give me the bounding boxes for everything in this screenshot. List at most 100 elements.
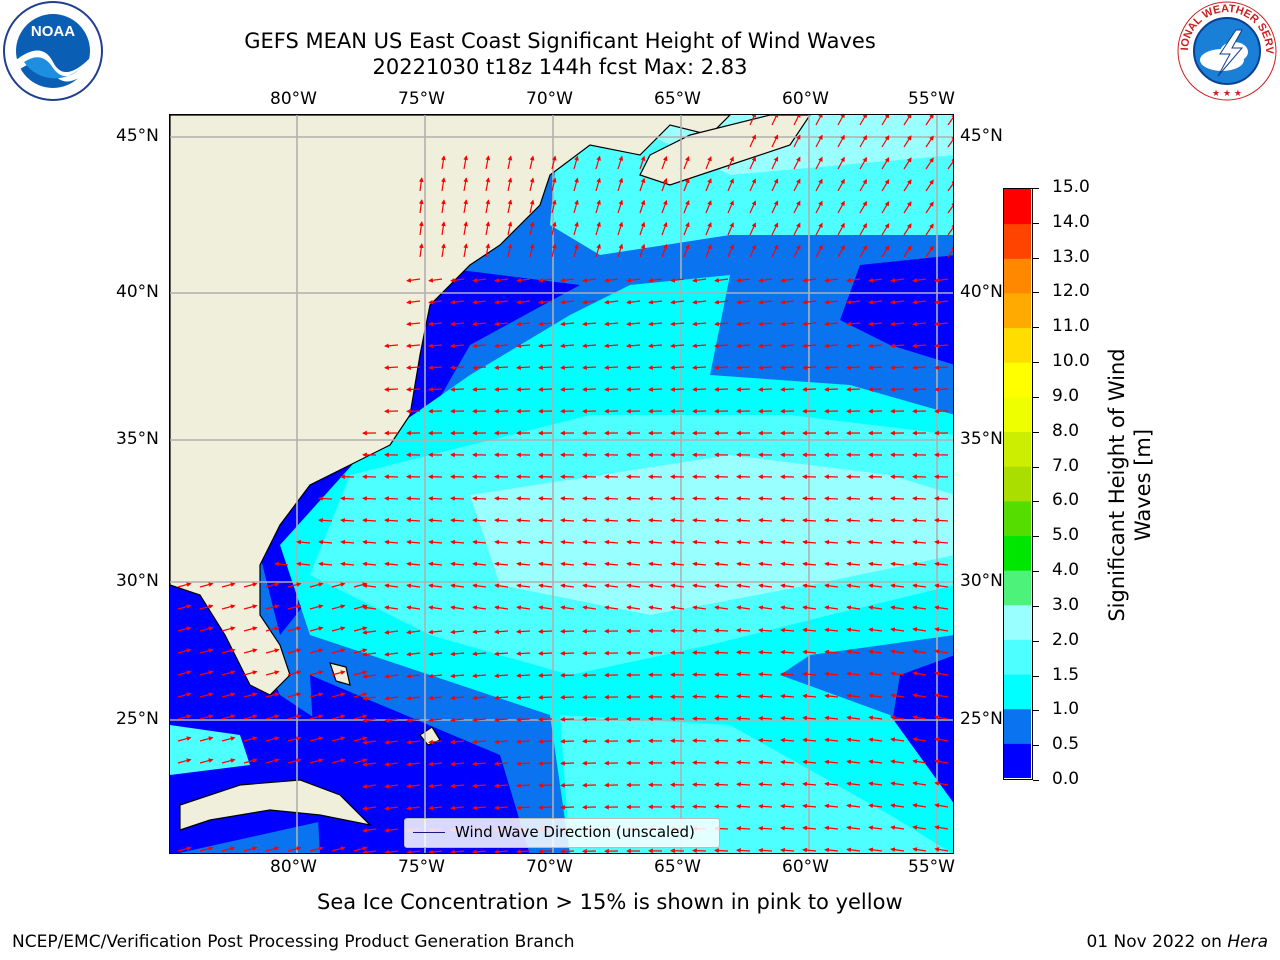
wave-arrow <box>494 651 509 657</box>
wave-arrow <box>868 387 883 392</box>
wave-arrow <box>406 343 421 349</box>
wave-arrow <box>573 243 579 258</box>
wave-arrow <box>560 628 575 634</box>
wave-arrow <box>472 583 487 589</box>
wave-arrow <box>516 739 531 744</box>
wave-arrow <box>780 343 795 349</box>
wave-arrow <box>516 365 531 370</box>
wave-arrow <box>749 156 756 170</box>
wave-arrow <box>428 277 443 283</box>
wave-arrow <box>934 583 949 589</box>
wave-arrow <box>604 299 619 305</box>
wave-arrow <box>406 739 421 745</box>
wave-arrow <box>463 243 468 258</box>
wave-arrow <box>771 222 779 236</box>
wave-arrow <box>221 692 236 698</box>
wave-arrow <box>780 583 795 589</box>
wave-arrow <box>802 693 817 699</box>
wave-arrow <box>934 693 949 698</box>
wave-arrow <box>881 179 890 192</box>
wave-arrow <box>802 365 817 370</box>
wave-arrow <box>714 365 729 370</box>
wave-arrow <box>758 277 773 283</box>
wave-arrow <box>538 717 553 722</box>
wave-arrow <box>714 277 729 283</box>
wave-arrow <box>331 692 346 698</box>
wave-arrow <box>450 673 465 679</box>
wave-arrow <box>406 277 421 283</box>
wave-arrow <box>780 693 795 699</box>
wave-arrow <box>780 517 795 523</box>
wave-arrow <box>199 758 214 764</box>
wave-arrow <box>780 321 795 327</box>
wave-arrow <box>727 156 734 170</box>
wave-arrow <box>670 365 685 370</box>
wave-arrow <box>406 299 421 305</box>
wave-arrow <box>912 321 927 327</box>
wave-arrow <box>450 629 465 635</box>
wave-height-map[interactable] <box>169 114 954 854</box>
wave-arrow <box>868 583 883 589</box>
wave-arrow <box>758 781 773 787</box>
wave-arrow <box>573 221 579 236</box>
colorbar-tick-mark <box>1033 466 1039 468</box>
wave-arrow <box>802 605 817 611</box>
wave-arrow <box>538 783 553 788</box>
wave-arrow <box>758 671 773 677</box>
wave-arrow <box>221 604 236 610</box>
wave-arrow <box>846 539 861 545</box>
wave-arrow <box>802 387 817 392</box>
wave-arrow <box>538 739 553 744</box>
colorbar-tick-label: 11.0 <box>1052 316 1090 337</box>
wave-arrow <box>582 321 597 327</box>
wave-arrow <box>450 539 465 545</box>
wave-arrow <box>243 582 258 588</box>
wave-arrow <box>516 629 531 634</box>
wave-arrow <box>560 694 575 700</box>
wave-arrow <box>243 736 258 742</box>
wave-arrow <box>824 343 839 349</box>
wave-arrow <box>494 605 509 611</box>
wave-arrow <box>824 847 839 853</box>
colorbar-tick-label: 5.0 <box>1052 525 1080 546</box>
wave-arrow <box>846 803 861 809</box>
wave-arrow <box>934 737 949 742</box>
wave-arrow <box>595 243 601 258</box>
wave-arrow <box>221 648 236 654</box>
wave-arrow <box>736 716 751 721</box>
wave-arrow <box>406 496 421 501</box>
wave-arrow <box>692 650 707 656</box>
wave-arrow <box>868 365 883 370</box>
wave-arrow <box>780 847 795 853</box>
wave-arrow <box>802 277 817 283</box>
wave-arrow <box>705 178 712 192</box>
generation-date: 01 Nov 2022 on Hera <box>1086 932 1268 952</box>
wave-arrow <box>265 846 280 852</box>
wave-arrow <box>243 758 258 764</box>
wave-arrow <box>780 759 795 765</box>
wave-arrow <box>890 671 905 677</box>
wave-arrow <box>604 496 619 501</box>
wave-arrow <box>815 222 823 236</box>
wave-arrow <box>670 517 685 523</box>
wave-arrow <box>868 605 883 611</box>
wave-arrow <box>538 517 553 523</box>
wave-arrow <box>648 365 663 370</box>
wave-arrow <box>934 517 949 523</box>
wave-arrow <box>780 781 795 787</box>
wave-arrow <box>780 277 795 283</box>
wave-arrow <box>287 582 302 588</box>
colorbar-tick-mark <box>1033 222 1039 224</box>
wave-arrow <box>802 671 817 677</box>
wave-arrow <box>538 805 553 810</box>
wave-arrow <box>463 177 468 192</box>
wave-arrow <box>890 693 905 699</box>
wave-arrow <box>661 199 668 214</box>
wave-arrow <box>749 200 756 214</box>
wave-arrow <box>406 695 421 701</box>
wave-arrow <box>353 736 368 742</box>
wave-arrow <box>463 221 468 236</box>
wave-arrow <box>868 649 883 655</box>
wave-arrow <box>529 243 535 258</box>
wave-arrow <box>494 277 509 283</box>
